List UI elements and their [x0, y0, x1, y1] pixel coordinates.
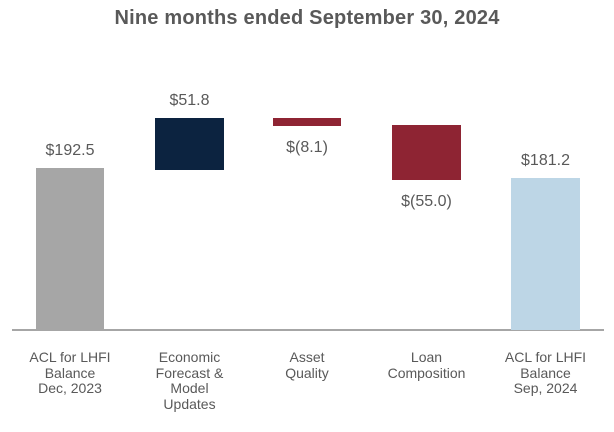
value-label-loan-composition: $(55.0) [401, 193, 452, 210]
waterfall-bar-acl-for-lhfi-balance-dec-2023 [36, 168, 104, 330]
waterfall-bar-acl-for-lhfi-balance-sep-2024 [511, 178, 580, 330]
category-label-economic-forecast-model-updates: Economic Forecast & Model Updates [155, 349, 224, 412]
category-label-asset-quality: Asset Quality [285, 349, 329, 381]
category-label-acl-for-lhfi-balance-dec-2023: ACL for LHFI Balance Dec, 2023 [29, 349, 111, 396]
chart-title: Nine months ended September 30, 2024 [114, 7, 500, 29]
category-label-loan-composition: Loan Composition [387, 349, 466, 381]
x-axis-line [12, 329, 604, 331]
value-label-asset-quality: $(8.1) [286, 139, 328, 156]
value-label-acl-for-lhfi-balance-sep-2024: $181.2 [521, 152, 570, 169]
value-label-acl-for-lhfi-balance-dec-2023: $192.5 [45, 142, 95, 159]
waterfall-bar-loan-composition [392, 125, 461, 180]
category-label-acl-for-lhfi-balance-sep-2024: ACL for LHFI Balance Sep, 2024 [504, 349, 587, 396]
waterfall-bar-asset-quality [273, 118, 341, 126]
value-label-economic-forecast-model-updates: $51.8 [169, 92, 210, 109]
waterfall-bar-economic-forecast-model-updates [155, 118, 224, 170]
